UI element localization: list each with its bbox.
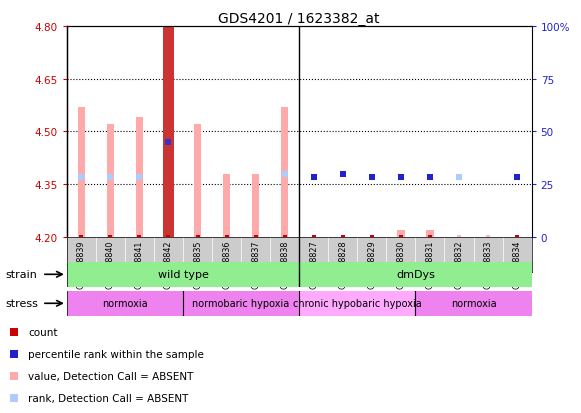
- Bar: [78, 107, 85, 237]
- Text: GSM398827: GSM398827: [309, 240, 318, 289]
- Text: GSM398834: GSM398834: [512, 240, 522, 289]
- Text: count: count: [28, 328, 58, 337]
- Text: chronic hypobaric hypoxia: chronic hypobaric hypoxia: [293, 299, 422, 309]
- Text: GDS4201 / 1623382_at: GDS4201 / 1623382_at: [218, 12, 380, 26]
- Bar: [194, 125, 201, 237]
- Bar: [299, 262, 532, 287]
- Bar: [67, 262, 299, 287]
- Text: GSM398841: GSM398841: [135, 240, 144, 289]
- Text: wild type: wild type: [157, 270, 209, 280]
- Bar: [163, 27, 174, 237]
- Bar: [299, 291, 415, 316]
- Bar: [107, 125, 114, 237]
- Text: GSM398832: GSM398832: [454, 240, 464, 289]
- Bar: [183, 291, 299, 316]
- Text: normoxia: normoxia: [451, 299, 496, 309]
- Text: GSM398840: GSM398840: [106, 240, 115, 289]
- Text: GSM398829: GSM398829: [367, 240, 376, 289]
- Text: strain: strain: [6, 270, 38, 280]
- Bar: [397, 230, 404, 237]
- Text: rank, Detection Call = ABSENT: rank, Detection Call = ABSENT: [28, 393, 189, 403]
- Text: percentile rank within the sample: percentile rank within the sample: [28, 349, 205, 359]
- Text: GSM398837: GSM398837: [251, 240, 260, 289]
- Text: GSM398839: GSM398839: [77, 240, 86, 289]
- Text: dmDys: dmDys: [396, 270, 435, 280]
- Text: GSM398830: GSM398830: [396, 240, 406, 289]
- Bar: [136, 118, 143, 237]
- Text: stress: stress: [6, 299, 39, 309]
- Text: normobaric hypoxia: normobaric hypoxia: [192, 299, 290, 309]
- Bar: [67, 291, 183, 316]
- Bar: [223, 174, 230, 237]
- Text: GSM398833: GSM398833: [483, 240, 493, 289]
- Text: GSM398831: GSM398831: [425, 240, 435, 289]
- Text: GSM398835: GSM398835: [193, 240, 202, 289]
- Text: GSM398838: GSM398838: [280, 240, 289, 289]
- Text: GSM398828: GSM398828: [338, 240, 347, 289]
- Text: GSM398842: GSM398842: [164, 240, 173, 289]
- Bar: [415, 291, 532, 316]
- Bar: [426, 230, 433, 237]
- Bar: [252, 174, 259, 237]
- Bar: [281, 107, 288, 237]
- Text: value, Detection Call = ABSENT: value, Detection Call = ABSENT: [28, 371, 193, 381]
- Text: normoxia: normoxia: [102, 299, 148, 309]
- Text: GSM398836: GSM398836: [222, 240, 231, 289]
